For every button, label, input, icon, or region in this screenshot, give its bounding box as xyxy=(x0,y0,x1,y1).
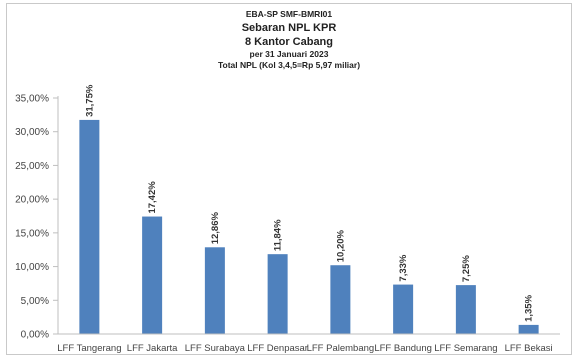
y-tick-label: 5,00% xyxy=(21,296,49,307)
bar-data-label: 10,20% xyxy=(335,229,346,262)
y-tick-label: 35,00% xyxy=(15,94,49,105)
bar xyxy=(393,284,414,334)
chart-frame xyxy=(6,3,572,355)
chart-title-block: EBA-SP SMF-BMRI01 Sebaran NPL KPR 8 Kant… xyxy=(218,9,360,70)
x-axis: LFF Tangerang LFF Jakarta LFF Surabaya LFF … xyxy=(57,333,560,354)
bar-series xyxy=(79,119,539,335)
bar xyxy=(142,216,163,334)
chart-title-line-1: EBA-SP SMF-BMRI01 xyxy=(246,9,333,19)
category-label: LFF Denpasar xyxy=(247,343,308,354)
bar-data-label: 17,42% xyxy=(147,181,158,214)
category-label: LFF Bandung xyxy=(374,343,432,354)
category-label: LFF Surabaya xyxy=(185,343,246,354)
category-label: LFF Bekasi xyxy=(505,343,553,354)
category-label: LFF Jakarta xyxy=(127,343,178,354)
bar-data-label: 31,75% xyxy=(84,84,95,117)
y-tick-label: 0,00% xyxy=(21,330,49,341)
y-axis: 0,00% 5,00% 10,00% 15,00% 20,00% 25,00% 30,00%… xyxy=(15,94,59,341)
chart-title-line-3: 8 Kantor Cabang xyxy=(245,36,333,48)
category-label: LFF Semarang xyxy=(434,343,497,354)
chart-title-line-5: Total NPL (Kol 3,4,5=Rp 5,97 miliar) xyxy=(218,60,360,70)
y-tick-label: 15,00% xyxy=(15,228,49,239)
bar xyxy=(455,285,476,334)
bar-data-label: 7,25% xyxy=(461,255,472,282)
bar-data-label: 12,86% xyxy=(210,212,221,245)
bar xyxy=(267,254,288,334)
chart-title-line-4: per 31 Januari 2023 xyxy=(250,49,329,59)
y-tick-label: 30,00% xyxy=(15,127,49,138)
chart-title-line-2: Sebaran NPL KPR xyxy=(242,22,337,34)
category-label: LFF Tangerang xyxy=(57,343,121,354)
bar xyxy=(79,119,100,335)
bar-data-label: 1,35% xyxy=(524,294,535,321)
data-labels: 31,75% 17,42% 12,86% 11,84% 10,20% 7,33% 7,25%… xyxy=(84,84,534,322)
bar-data-label: 11,84% xyxy=(273,219,284,251)
bar-data-label: 7,33% xyxy=(398,254,409,281)
category-label: LFF Palembang xyxy=(307,343,375,354)
bar xyxy=(330,265,351,334)
bar xyxy=(204,247,225,334)
y-tick-label: 20,00% xyxy=(15,195,49,206)
y-tick-label: 25,00% xyxy=(15,161,49,172)
y-tick-label: 10,00% xyxy=(15,262,49,273)
bar xyxy=(518,324,539,334)
